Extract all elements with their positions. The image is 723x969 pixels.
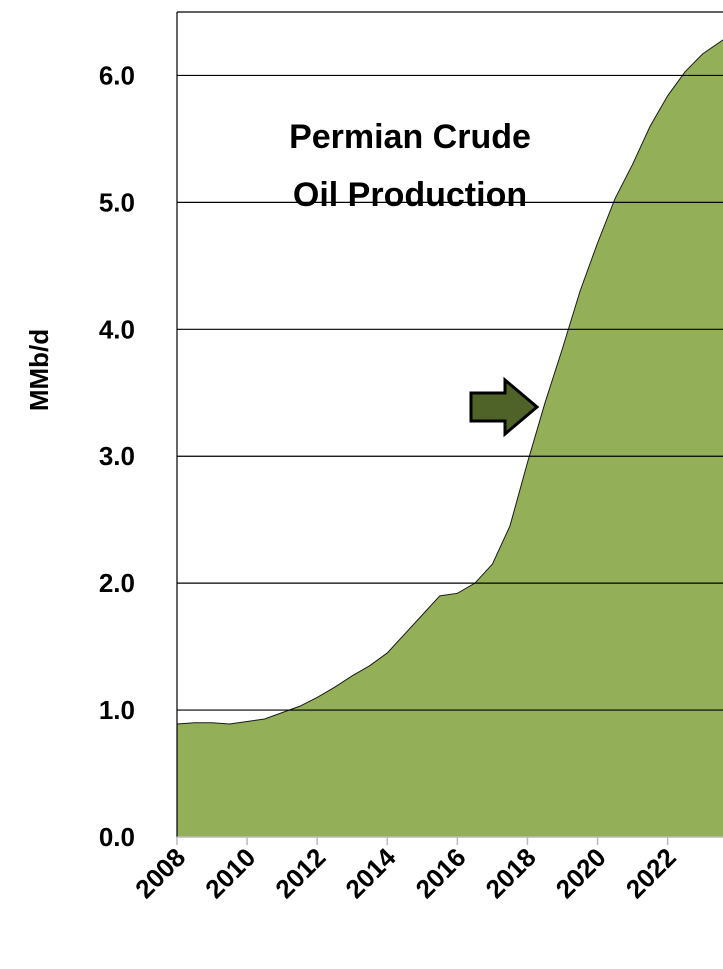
arrow bbox=[469, 376, 540, 438]
area bbox=[177, 39, 723, 837]
x-tick-label: 2014 bbox=[339, 842, 401, 904]
y-tick-label: 5.0 bbox=[99, 187, 135, 217]
y-tick-label: 1.0 bbox=[99, 695, 135, 725]
x-tick-label: 2010 bbox=[199, 842, 261, 904]
x-tick-label: 2018 bbox=[480, 842, 542, 904]
x-tick-label: 2008 bbox=[129, 842, 191, 904]
y-tick-label: 0.0 bbox=[99, 822, 135, 852]
chart-title: Oil Production bbox=[293, 176, 527, 214]
x-tick-label: 2016 bbox=[409, 842, 471, 904]
y-tick-label: 6.0 bbox=[99, 60, 135, 90]
x-tick-label: 2020 bbox=[550, 842, 612, 904]
y-tick-label: 4.0 bbox=[99, 314, 135, 344]
y-tick-label: 2.0 bbox=[99, 568, 135, 598]
y-axis-label: MMb/d bbox=[24, 329, 54, 411]
x-tick-label: 2012 bbox=[269, 842, 331, 904]
chart-title: Permian Crude bbox=[289, 118, 531, 156]
y-tick-label: 3.0 bbox=[99, 441, 135, 471]
area-outline bbox=[176, 39, 723, 725]
x-tick-label: 2022 bbox=[620, 842, 682, 904]
